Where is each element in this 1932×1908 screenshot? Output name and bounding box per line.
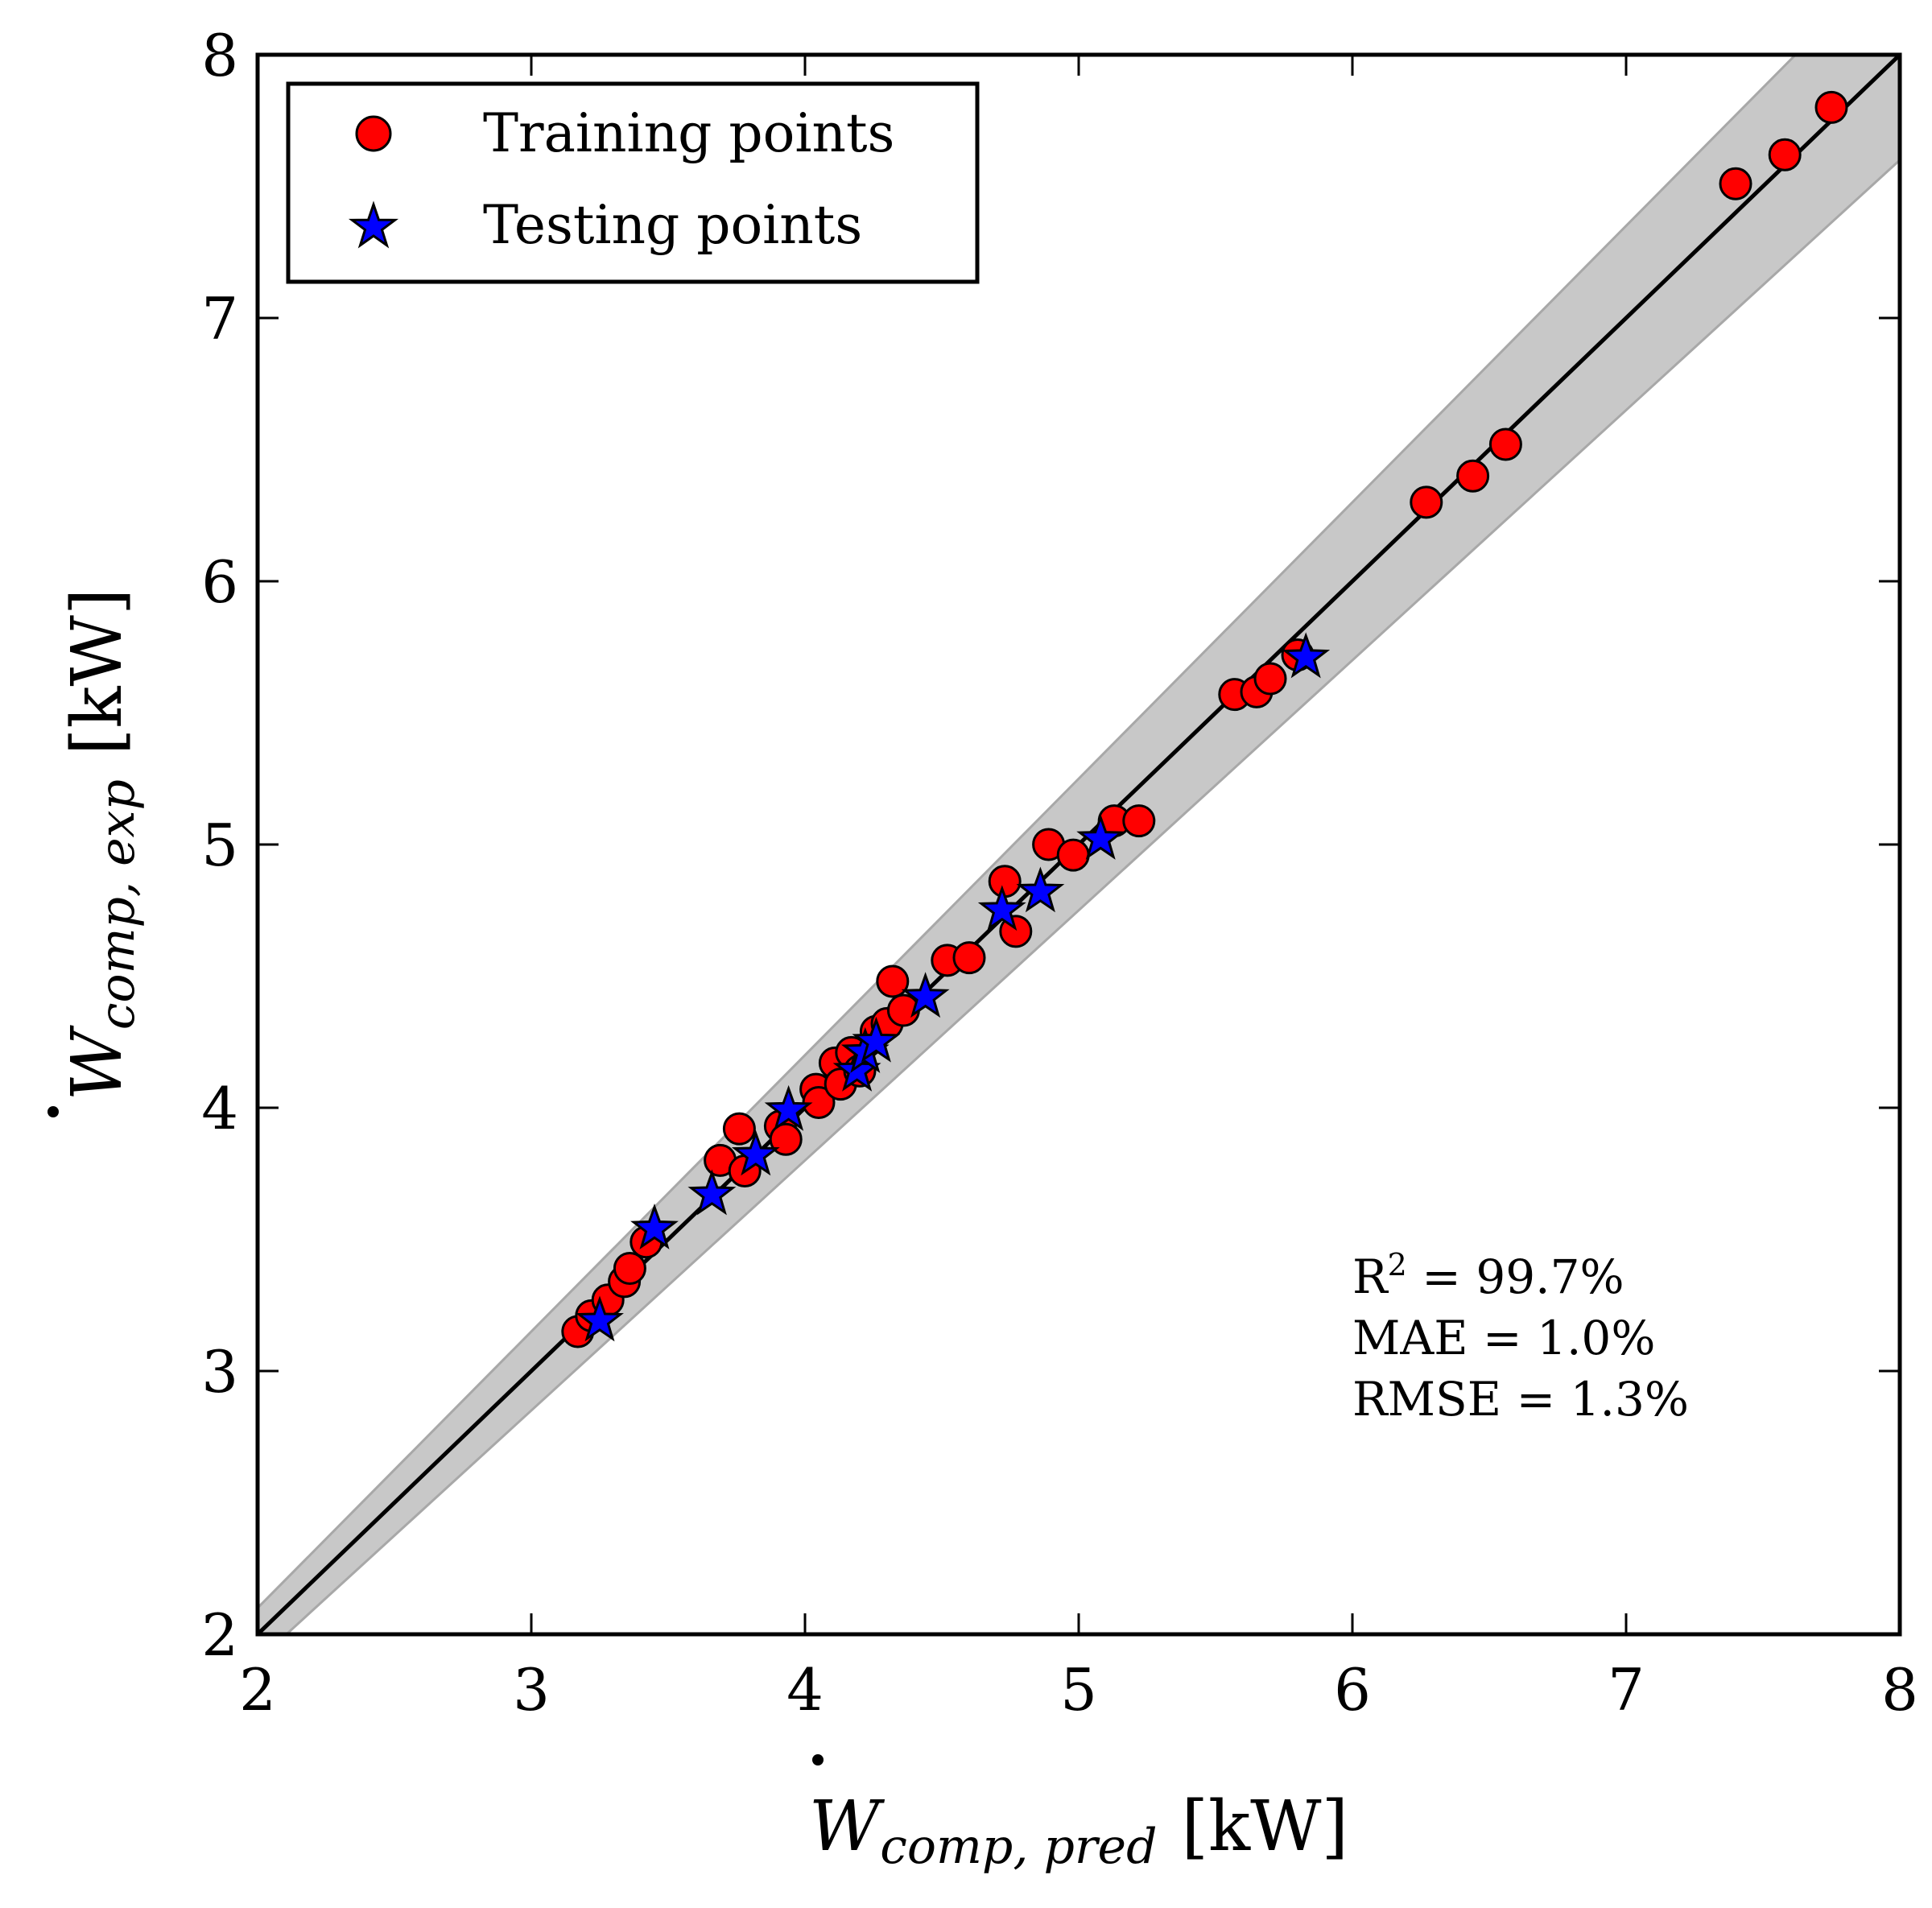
y-tick-label: 8: [201, 22, 238, 89]
svg-text:Wcomp, exp[kW]: Wcomp, exp[kW]: [57, 589, 146, 1101]
y-tick-label: 5: [201, 812, 238, 879]
legend-testing-label: Testing points: [483, 194, 862, 256]
x-tick-label: 6: [1334, 1656, 1371, 1724]
legend: Training points Testing points: [286, 81, 980, 284]
training-point: [769, 1122, 803, 1156]
testing-point: [852, 1016, 901, 1063]
training-point: [722, 1112, 756, 1146]
training-point: [613, 1251, 646, 1285]
legend-box: [286, 81, 980, 284]
testing-point: [1282, 632, 1331, 679]
y-label-dot: [47, 1106, 59, 1117]
training-point: [1253, 662, 1287, 696]
svg-text:Wcomp, pred[kW]: Wcomp, pred [kW]: [809, 1786, 1348, 1875]
y-tick-label: 2: [201, 1601, 238, 1669]
legend-star-marker: [348, 200, 399, 249]
y-tick-label: 7: [201, 285, 238, 353]
testing-point: [576, 1295, 624, 1342]
legend-training-label: Training points: [483, 102, 894, 164]
stats-mae: MAE = 1.0%: [1352, 1311, 1655, 1365]
training-point: [1719, 167, 1752, 200]
y-tick-label: 3: [201, 1338, 238, 1406]
testing-point: [1076, 814, 1125, 860]
training-point: [1056, 838, 1090, 872]
x-tick-label: 5: [1060, 1656, 1097, 1724]
stats-rmse: RMSE = 1.3%: [1352, 1372, 1689, 1427]
y-axis-label: Wcomp, exp[kW]: [47, 589, 146, 1117]
y-tick-label: 4: [201, 1075, 238, 1142]
x-tick-label: 8: [1881, 1656, 1918, 1724]
training-point: [1488, 427, 1522, 461]
testing-point: [977, 885, 1026, 931]
training-point: [1410, 485, 1443, 519]
x-label-dot: [812, 1754, 824, 1766]
x-axis-label: Wcomp, pred [kW]: [809, 1754, 1348, 1875]
x-tick-label: 7: [1608, 1656, 1645, 1724]
stats-r2: R2 = 99.7%: [1352, 1247, 1624, 1304]
training-point: [988, 865, 1022, 898]
legend-circle-marker: [355, 115, 392, 152]
testing-point: [731, 1130, 780, 1176]
testing-point: [687, 1169, 737, 1216]
y-tick-label: 6: [201, 548, 238, 616]
training-point: [1456, 459, 1490, 493]
training-point: [1122, 804, 1156, 838]
testing-point: [764, 1084, 813, 1131]
legend-training-marker: [355, 115, 392, 152]
x-tick-label: 4: [786, 1656, 824, 1724]
testing-point: [901, 972, 950, 1018]
stats-annotation: R2 = 99.7% MAE = 1.0% RMSE = 1.3%: [1352, 1247, 1689, 1427]
training-point: [952, 941, 986, 975]
legend-testing-marker: [348, 200, 399, 249]
axes: 2 3 4 5 6 7 8 2 3 4 5 6 7 8: [201, 22, 1918, 1724]
series-testing: [576, 632, 1331, 1342]
x-tick-label: 3: [513, 1656, 550, 1724]
testing-point: [1016, 866, 1065, 913]
testing-point: [630, 1203, 679, 1249]
training-point: [1814, 90, 1848, 124]
plot-area: [258, 55, 1900, 1634]
training-point: [876, 964, 910, 998]
x-tick-label: 2: [239, 1656, 276, 1724]
training-point: [1768, 138, 1802, 171]
